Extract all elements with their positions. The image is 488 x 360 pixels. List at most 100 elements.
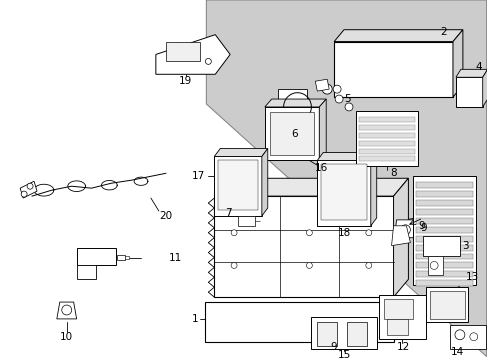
Polygon shape [378, 295, 426, 339]
Polygon shape [264, 107, 319, 161]
Bar [317, 322, 336, 346]
Text: 19: 19 [179, 76, 192, 86]
Text: 20: 20 [159, 211, 172, 221]
Polygon shape [77, 248, 116, 265]
Bar [321, 165, 366, 220]
Circle shape [61, 305, 72, 315]
Polygon shape [383, 299, 412, 319]
Bar [218, 161, 257, 210]
Circle shape [231, 230, 237, 236]
Polygon shape [415, 253, 472, 260]
Bar [269, 112, 314, 156]
Polygon shape [427, 256, 442, 275]
Polygon shape [317, 153, 376, 161]
Circle shape [365, 262, 371, 269]
Polygon shape [415, 236, 472, 242]
Polygon shape [415, 280, 472, 286]
Text: 8: 8 [389, 168, 396, 178]
Polygon shape [206, 0, 486, 356]
Text: 14: 14 [450, 347, 464, 357]
Polygon shape [415, 245, 472, 251]
Circle shape [231, 262, 237, 269]
Text: 15: 15 [337, 350, 350, 360]
Polygon shape [358, 149, 414, 153]
Circle shape [400, 225, 409, 235]
Polygon shape [277, 89, 307, 109]
Polygon shape [205, 302, 393, 342]
Polygon shape [452, 30, 462, 97]
Polygon shape [261, 149, 267, 216]
Polygon shape [214, 196, 393, 297]
Polygon shape [77, 265, 96, 279]
Text: 6: 6 [291, 129, 297, 139]
Bar [346, 322, 366, 346]
Polygon shape [20, 181, 37, 198]
Polygon shape [415, 271, 472, 277]
Polygon shape [423, 236, 459, 256]
Text: 9: 9 [330, 342, 337, 352]
Text: 16: 16 [314, 163, 327, 174]
Text: 5: 5 [343, 94, 349, 104]
Text: 9: 9 [417, 221, 424, 231]
Bar [117, 255, 125, 261]
Text: 4: 4 [475, 62, 481, 72]
Polygon shape [394, 220, 417, 238]
Bar [125, 256, 129, 260]
Text: 17: 17 [192, 171, 205, 181]
Circle shape [429, 261, 437, 269]
Polygon shape [355, 111, 417, 166]
Polygon shape [358, 157, 414, 161]
Polygon shape [386, 319, 407, 335]
Polygon shape [57, 302, 77, 319]
Text: 1: 1 [191, 314, 198, 324]
Polygon shape [214, 157, 261, 216]
Bar [165, 42, 200, 62]
Polygon shape [156, 35, 230, 74]
Polygon shape [333, 30, 462, 42]
Polygon shape [358, 125, 414, 130]
Circle shape [27, 183, 33, 189]
Circle shape [454, 330, 464, 340]
Polygon shape [333, 42, 452, 97]
Text: 18: 18 [337, 228, 350, 238]
Polygon shape [370, 153, 376, 226]
Polygon shape [415, 200, 472, 206]
Text: 12: 12 [396, 342, 409, 352]
Polygon shape [358, 117, 414, 122]
Polygon shape [455, 69, 487, 77]
Polygon shape [315, 79, 328, 91]
Polygon shape [426, 287, 467, 322]
Circle shape [365, 230, 371, 236]
Polygon shape [317, 161, 370, 226]
Text: 11: 11 [169, 252, 182, 262]
Polygon shape [415, 182, 472, 188]
Text: 2: 2 [439, 27, 446, 37]
Polygon shape [238, 216, 254, 226]
Polygon shape [412, 176, 475, 285]
Circle shape [21, 191, 27, 197]
Text: 3: 3 [462, 240, 468, 251]
Circle shape [205, 58, 211, 64]
Polygon shape [415, 209, 472, 215]
Polygon shape [391, 226, 409, 246]
Polygon shape [455, 77, 482, 107]
Polygon shape [415, 191, 472, 197]
Circle shape [345, 103, 352, 111]
Polygon shape [358, 133, 414, 138]
Polygon shape [415, 227, 472, 233]
Bar [429, 291, 464, 319]
Circle shape [334, 95, 343, 103]
Polygon shape [482, 69, 487, 107]
Circle shape [306, 230, 312, 236]
Text: 13: 13 [465, 272, 478, 282]
Polygon shape [311, 317, 376, 348]
Text: 9: 9 [419, 223, 426, 233]
Polygon shape [214, 178, 407, 196]
Circle shape [332, 85, 340, 93]
Polygon shape [449, 325, 485, 348]
Polygon shape [415, 218, 472, 224]
Polygon shape [393, 178, 407, 297]
Polygon shape [264, 99, 325, 107]
Polygon shape [319, 99, 325, 161]
Circle shape [469, 333, 477, 341]
